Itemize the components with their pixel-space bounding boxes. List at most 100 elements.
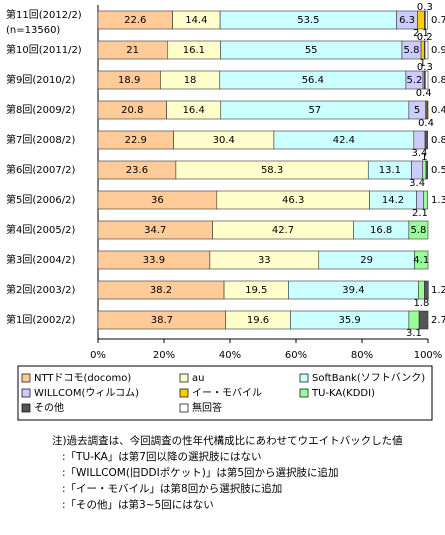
data-label: 13.1: [379, 165, 401, 176]
data-label: 4.1: [413, 255, 429, 266]
data-label: 42.7: [272, 225, 294, 236]
data-label: 18: [184, 75, 197, 86]
data-label: 1.8: [413, 298, 429, 309]
category-label: 第11回(2012/2): [6, 8, 82, 21]
bar-segment: [413, 130, 426, 150]
bar-segment: [422, 160, 427, 180]
note: :「その他」は第3~5回にはない: [62, 498, 214, 511]
data-label: 16.4: [183, 105, 205, 116]
data-label: 1.3: [431, 195, 445, 206]
data-label: 0.5: [431, 165, 445, 176]
data-label: 46.3: [282, 195, 304, 206]
bar-segment: [408, 220, 429, 240]
x-tick-label: 0%: [90, 350, 106, 361]
data-label: 0.4: [416, 88, 432, 99]
bar-segment: [420, 40, 425, 60]
note: :「TU-KA」は第7回以降の選択肢にはない: [62, 450, 262, 463]
bar-segment: [424, 130, 428, 150]
legend-swatch: [21, 403, 31, 413]
data-label: 33: [258, 255, 271, 266]
bar-segment: [411, 160, 424, 180]
legend-swatch: [21, 373, 31, 383]
category-label: 第9回(2010/2): [6, 73, 75, 86]
data-label: 0.4: [418, 118, 434, 129]
data-label: 38.2: [150, 285, 172, 296]
legend-swatch: [21, 388, 31, 398]
bar-segment: [425, 70, 429, 90]
legend-label: その他: [34, 401, 64, 414]
bar-segment: [416, 190, 424, 210]
bar-segment: [424, 280, 429, 300]
category-label: 第6回(2007/2): [6, 163, 75, 176]
data-label: 6.3: [399, 15, 415, 26]
data-label: 36: [151, 195, 164, 206]
legend-swatch: [179, 373, 189, 383]
data-label: 0.8: [431, 75, 445, 86]
data-label: 22.9: [125, 135, 147, 146]
data-label: 0.2: [417, 32, 433, 43]
category-label: 第1回(2002/2): [6, 313, 75, 326]
legend-label: NTTドコモ(docomo): [34, 373, 131, 384]
legend-swatch: [299, 373, 309, 383]
data-label: 16.1: [183, 45, 205, 56]
data-label: 53.5: [297, 15, 319, 26]
data-label: 2.1: [413, 28, 429, 39]
data-label: 34.7: [144, 225, 166, 236]
data-label: 57: [308, 105, 321, 116]
category-label: 第2回(2003/2): [6, 283, 75, 296]
data-label: 19.6: [247, 315, 269, 326]
data-label: 30.4: [213, 135, 235, 146]
data-label: 38.7: [151, 315, 173, 326]
data-label: 29: [360, 255, 373, 266]
data-label: 19.5: [245, 285, 267, 296]
bar-segment: [423, 190, 428, 210]
data-label: 1.2: [431, 285, 445, 296]
data-label: 14.4: [185, 15, 207, 26]
bar-segment: [408, 310, 420, 330]
bar-segment: [426, 100, 429, 120]
data-label: 2.1: [412, 208, 428, 219]
category-label: 第10回(2011/2): [6, 43, 82, 56]
data-label: 0.3: [417, 62, 433, 73]
x-tick-label: 80%: [351, 350, 373, 361]
data-label: 0.3: [417, 2, 433, 13]
x-tick-label: 20%: [153, 350, 175, 361]
category-label: 第3回(2004/2): [6, 253, 75, 266]
legend-label: イー・モバイル: [192, 387, 262, 399]
legend-label: SoftBank(ソフトバンク): [312, 372, 425, 384]
category-label: 第5回(2006/2): [6, 193, 75, 206]
category-label: 第4回(2005/2): [6, 223, 75, 236]
data-label: 1: [421, 152, 427, 163]
x-tick-label: 60%: [285, 350, 307, 361]
data-label: 5.8: [410, 225, 426, 236]
bar-segment: [424, 40, 429, 60]
data-label: 42.4: [333, 135, 355, 146]
data-label: 56.4: [302, 75, 324, 86]
data-label: 2.7: [431, 315, 445, 326]
data-label: 21: [126, 45, 139, 56]
category-label: 第7回(2008/2): [6, 133, 75, 146]
data-label: 55: [305, 45, 318, 56]
data-label: 0.8: [431, 135, 445, 146]
data-label: 23.6: [126, 165, 148, 176]
note: :「WILLCOM(旧DDIポケット)」は第5回から選択肢に追加: [62, 466, 339, 479]
data-label: 18.9: [118, 75, 140, 86]
data-label: 20.8: [121, 105, 143, 116]
note: :「イー・モバイル」は第8回から選択肢に追加: [62, 482, 282, 495]
data-label: 58.3: [261, 165, 283, 176]
bar-segment: [414, 250, 429, 270]
data-label: 5.2: [407, 75, 423, 86]
x-tick-label: 40%: [219, 350, 241, 361]
category-label: 第8回(2009/2): [6, 103, 75, 116]
legend-swatch: [179, 403, 189, 413]
data-label: 0.7: [431, 15, 445, 26]
legend-label: WILLCOM(ウィルコム): [34, 387, 139, 399]
data-label: 0.4: [431, 105, 445, 116]
data-label: 3.1: [406, 328, 422, 339]
bar-segment: [425, 10, 428, 30]
x-tick-label: 100%: [414, 350, 443, 361]
data-label: 14.2: [382, 195, 404, 206]
bar-segment: [418, 310, 429, 330]
data-label: 3.4: [409, 178, 425, 189]
